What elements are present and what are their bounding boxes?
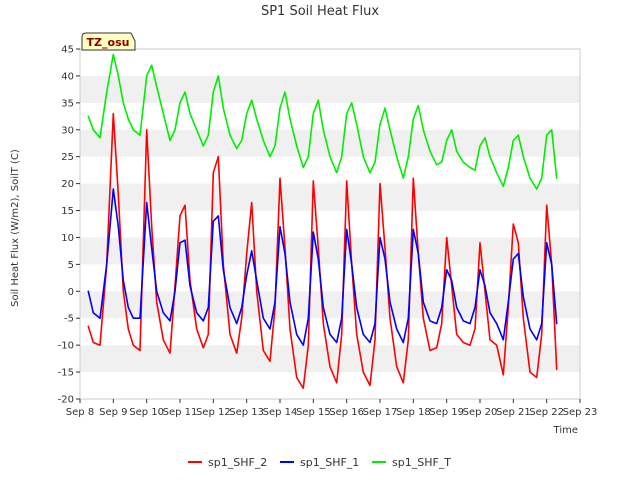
chart-title: SP1 Soil Heat Flux: [261, 4, 379, 19]
y-tick-label: 40: [61, 71, 74, 82]
x-tick-label: Sep 12: [196, 407, 231, 418]
x-tick-label: Sep 20: [463, 407, 498, 418]
legend-entry: sp1_SHF_T: [392, 456, 451, 469]
x-axis-label: Time: [553, 425, 578, 436]
grid-band: [80, 183, 580, 211]
x-tick-label: Sep 18: [396, 407, 431, 418]
grid-band: [80, 237, 580, 265]
legend-entry: sp1_SHF_2: [208, 456, 267, 469]
grid-band: [80, 102, 580, 130]
x-tick-label: Sep 14: [263, 407, 298, 418]
y-tick-label: -10: [58, 341, 74, 352]
plot-frame: [79, 48, 581, 400]
series-line-sp1_SHF_2: [87, 112, 558, 389]
x-tick-label: Sep 17: [363, 407, 398, 418]
y-tick-label: 35: [61, 98, 74, 109]
grid-band: [80, 372, 580, 399]
x-tick-label: Sep 21: [496, 407, 531, 418]
y-tick-label: -15: [58, 368, 74, 379]
series-layer: [87, 53, 558, 389]
x-tick-label: Sep 11: [163, 407, 198, 418]
y-tick-label: 20: [61, 179, 74, 190]
legend-entry: sp1_SHF_1: [300, 456, 359, 469]
x-tick-label: Sep 9: [99, 407, 127, 418]
grid-band: [80, 156, 580, 184]
y-tick-label: 0: [68, 287, 74, 298]
series-line-sp1_SHF_T: [87, 53, 558, 190]
background-bands: [80, 49, 580, 399]
y-axis-label: Soil Heat Flux (W/m2), SoilT (C): [10, 149, 21, 307]
y-tick-label: 25: [61, 152, 74, 163]
grid-band: [80, 291, 580, 319]
grid-band: [80, 264, 580, 292]
y-tick-label: -20: [58, 395, 74, 406]
series-line-sp1_SHF_1: [87, 188, 558, 346]
y-tick-label: 45: [61, 45, 74, 56]
grid-band: [80, 75, 580, 103]
x-tick-label: Sep 13: [229, 407, 264, 418]
legend: sp1_SHF_2 sp1_SHF_1 sp1_SHF_T: [188, 456, 451, 469]
timezone-badge-box: [81, 32, 136, 51]
y-tick-label: 15: [61, 206, 74, 217]
y-tick-label: 30: [61, 125, 74, 136]
grid-band: [80, 210, 580, 238]
x-tick-label: Sep 10: [129, 407, 164, 418]
x-tick-label: Sep 23: [563, 407, 598, 418]
timezone-label: TZ_osu: [87, 36, 130, 49]
x-tick-label: Sep 16: [329, 407, 364, 418]
x-tick-label: Sep 22: [529, 407, 564, 418]
grid-band: [80, 49, 580, 76]
timezone-badge: TZ_osu: [81, 32, 136, 51]
y-axis-ticks: -20 -15 -10 -5 0 5 10 15 20 25 30 35 40 45: [58, 45, 80, 406]
y-tick-label: 5: [68, 260, 74, 271]
x-tick-label: Sep 15: [296, 407, 331, 418]
x-tick-label: Sep 19: [429, 407, 464, 418]
x-tick-label: Sep 8: [66, 407, 94, 418]
y-tick-label: 10: [61, 233, 74, 244]
grid-band: [80, 129, 580, 157]
y-tick-label: -5: [64, 314, 74, 325]
